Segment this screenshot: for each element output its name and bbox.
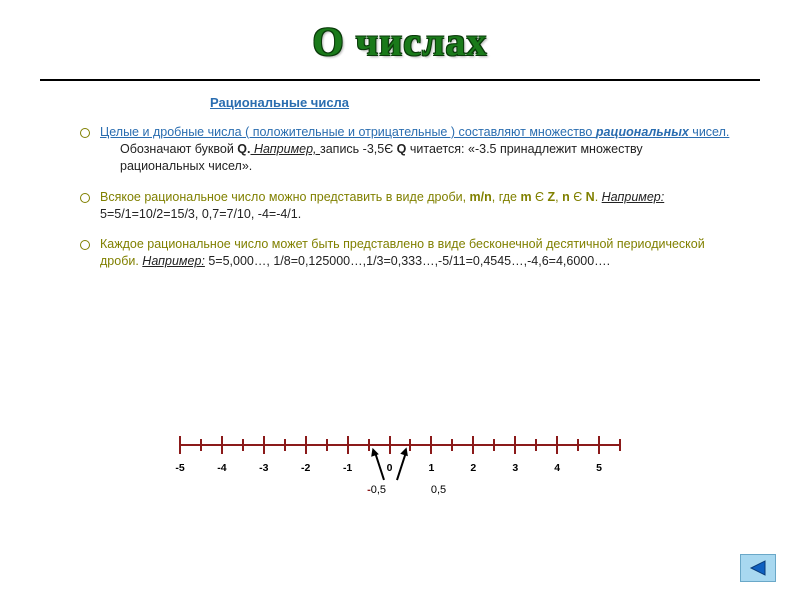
text: Q [397,142,407,156]
tick-label: 0 [387,462,393,474]
text: . [595,190,602,204]
axis [180,444,620,446]
bullet-list: Целые и дробные числа ( положительные и … [80,124,730,270]
tick [242,439,244,451]
text: Целые и дробные числа ( положительные и … [100,125,596,139]
text: , где [492,190,521,204]
text: Например, [250,142,320,156]
back-button[interactable] [740,554,776,582]
text: Например: [142,254,205,268]
text-emph: рациональных [596,125,689,139]
text: m [520,190,531,204]
tick-label: 3 [512,462,518,474]
tick [347,436,349,454]
tick [179,436,181,454]
tick [619,439,621,451]
text: чисел. [689,125,730,139]
tick [451,439,453,451]
list-item: Каждое рациональное число может быть пре… [80,236,730,270]
triangle-left-icon [749,560,767,576]
arrow [397,453,407,480]
tick-label: 2 [470,462,476,474]
text: n [562,190,570,204]
tick [221,436,223,454]
text: Є [570,190,586,204]
arrow-label: -0,5 [367,484,386,496]
list-item: Всякое рациональное число можно представ… [80,189,730,223]
tick-label: -5 [175,462,184,474]
arrow [374,453,384,480]
text: Z [548,190,556,204]
tick [514,436,516,454]
text: m/n [470,190,492,204]
text: 5=5/1=10/2=15/3, 0,7=7/10, -4=-4/1. [100,207,301,221]
tick [598,436,600,454]
tick [305,436,307,454]
tick [326,439,328,451]
number-line: -5-4-3-2-1012345-0,50,5 [180,432,620,472]
tick [556,436,558,454]
list-item: Целые и дробные числа ( положительные и … [80,124,730,175]
text: Є [532,190,548,204]
tick [389,436,391,454]
tick-label: 1 [429,462,435,474]
tick-label: -2 [301,462,310,474]
subtitle: Рациональные числа [210,95,800,110]
text: Например: [602,190,665,204]
arrow-label: 0,5 [431,484,446,496]
tick-label: 5 [596,462,602,474]
tick [472,436,474,454]
text: N [586,190,595,204]
text: Q. [237,142,250,156]
tick [263,436,265,454]
page-title: О числах [0,0,800,71]
tick [200,439,202,451]
divider [40,79,760,81]
text: 5=5,000…, 1/8=0,125000…,1/3=0,333…,-5/11… [205,254,610,268]
tick [284,439,286,451]
tick-label: 4 [554,462,560,474]
tick [493,439,495,451]
tick-label: -1 [343,462,352,474]
text: Всякое рациональное число можно представ… [100,190,470,204]
text: Обозначают буквой [120,142,237,156]
text: запись -3,5Є [320,142,397,156]
tick [430,436,432,454]
tick-label: -3 [259,462,268,474]
tick-label: -4 [217,462,226,474]
tick [535,439,537,451]
tick [577,439,579,451]
